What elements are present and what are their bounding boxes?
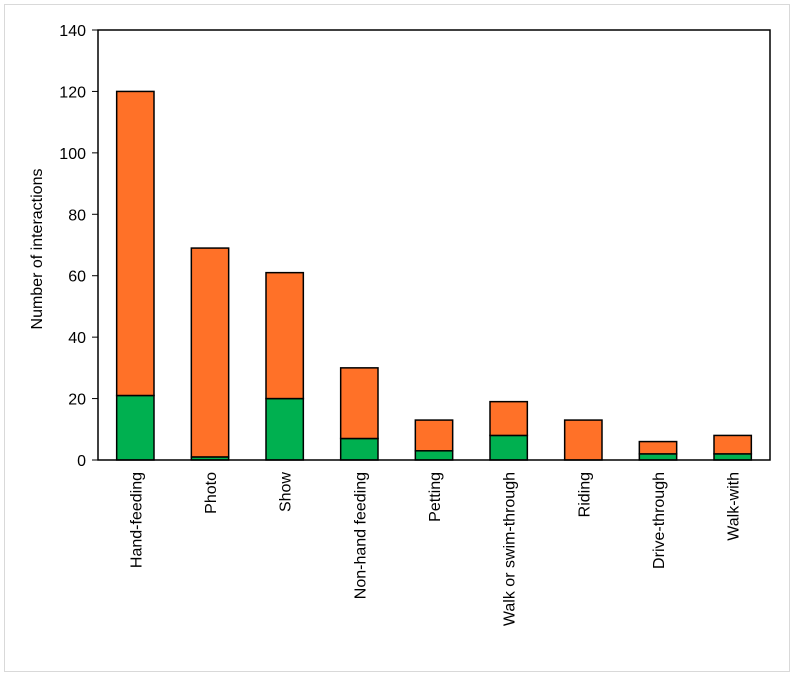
bar-segment — [563, 419, 603, 461]
x-category-label: Riding — [576, 472, 593, 517]
bar-segment — [265, 271, 305, 400]
chart-frame: Number of interactions 0 20 40 60 80 100 120 14… — [4, 4, 790, 672]
bar-segment — [115, 90, 155, 397]
bar-segment — [489, 400, 529, 437]
stacked-bar-chart: Number of interactions 0 20 40 60 80 100 120 14… — [29, 23, 771, 627]
y-axis-title: Number of interactions — [29, 169, 46, 330]
bar-segment — [414, 419, 454, 452]
bar-segment — [339, 367, 379, 440]
x-category-label: Drive-through — [651, 472, 668, 569]
x-category-label: Show — [278, 472, 295, 512]
y-axis-ticks: 0 20 40 60 80 100 120 140 — [59, 23, 98, 470]
x-category-label: Photo — [203, 472, 220, 514]
x-category-label: Walk-with — [726, 472, 743, 541]
bar-segment — [339, 437, 379, 461]
bar-segment — [265, 397, 305, 461]
x-category-label: Walk or swim-through — [502, 472, 519, 626]
y-tick-label: 40 — [68, 330, 86, 347]
bar-segment — [713, 453, 753, 461]
plot-area-border — [97, 29, 771, 461]
bar-segment — [190, 247, 230, 458]
bar-segment — [115, 394, 155, 461]
bar-segment — [489, 434, 529, 461]
x-category-label: Non-hand feeding — [352, 472, 369, 599]
y-tick-label: 60 — [68, 269, 86, 286]
y-tick-label: 140 — [59, 23, 86, 40]
bar-segment — [713, 434, 753, 455]
x-axis-category-labels: Hand-feeding Photo Show Non-hand feeding Pet… — [128, 472, 742, 627]
bars — [115, 90, 753, 461]
bar-segment — [638, 453, 678, 461]
y-tick-label: 0 — [77, 453, 86, 470]
x-category-label: Hand-feeding — [128, 472, 145, 568]
y-tick-label: 120 — [59, 84, 86, 101]
bar-segment — [414, 450, 454, 461]
y-tick-label: 20 — [68, 392, 86, 409]
x-category-label: Petting — [427, 472, 444, 522]
bar-segment — [638, 440, 678, 455]
y-tick-label: 100 — [59, 146, 86, 163]
y-tick-label: 80 — [68, 207, 86, 224]
